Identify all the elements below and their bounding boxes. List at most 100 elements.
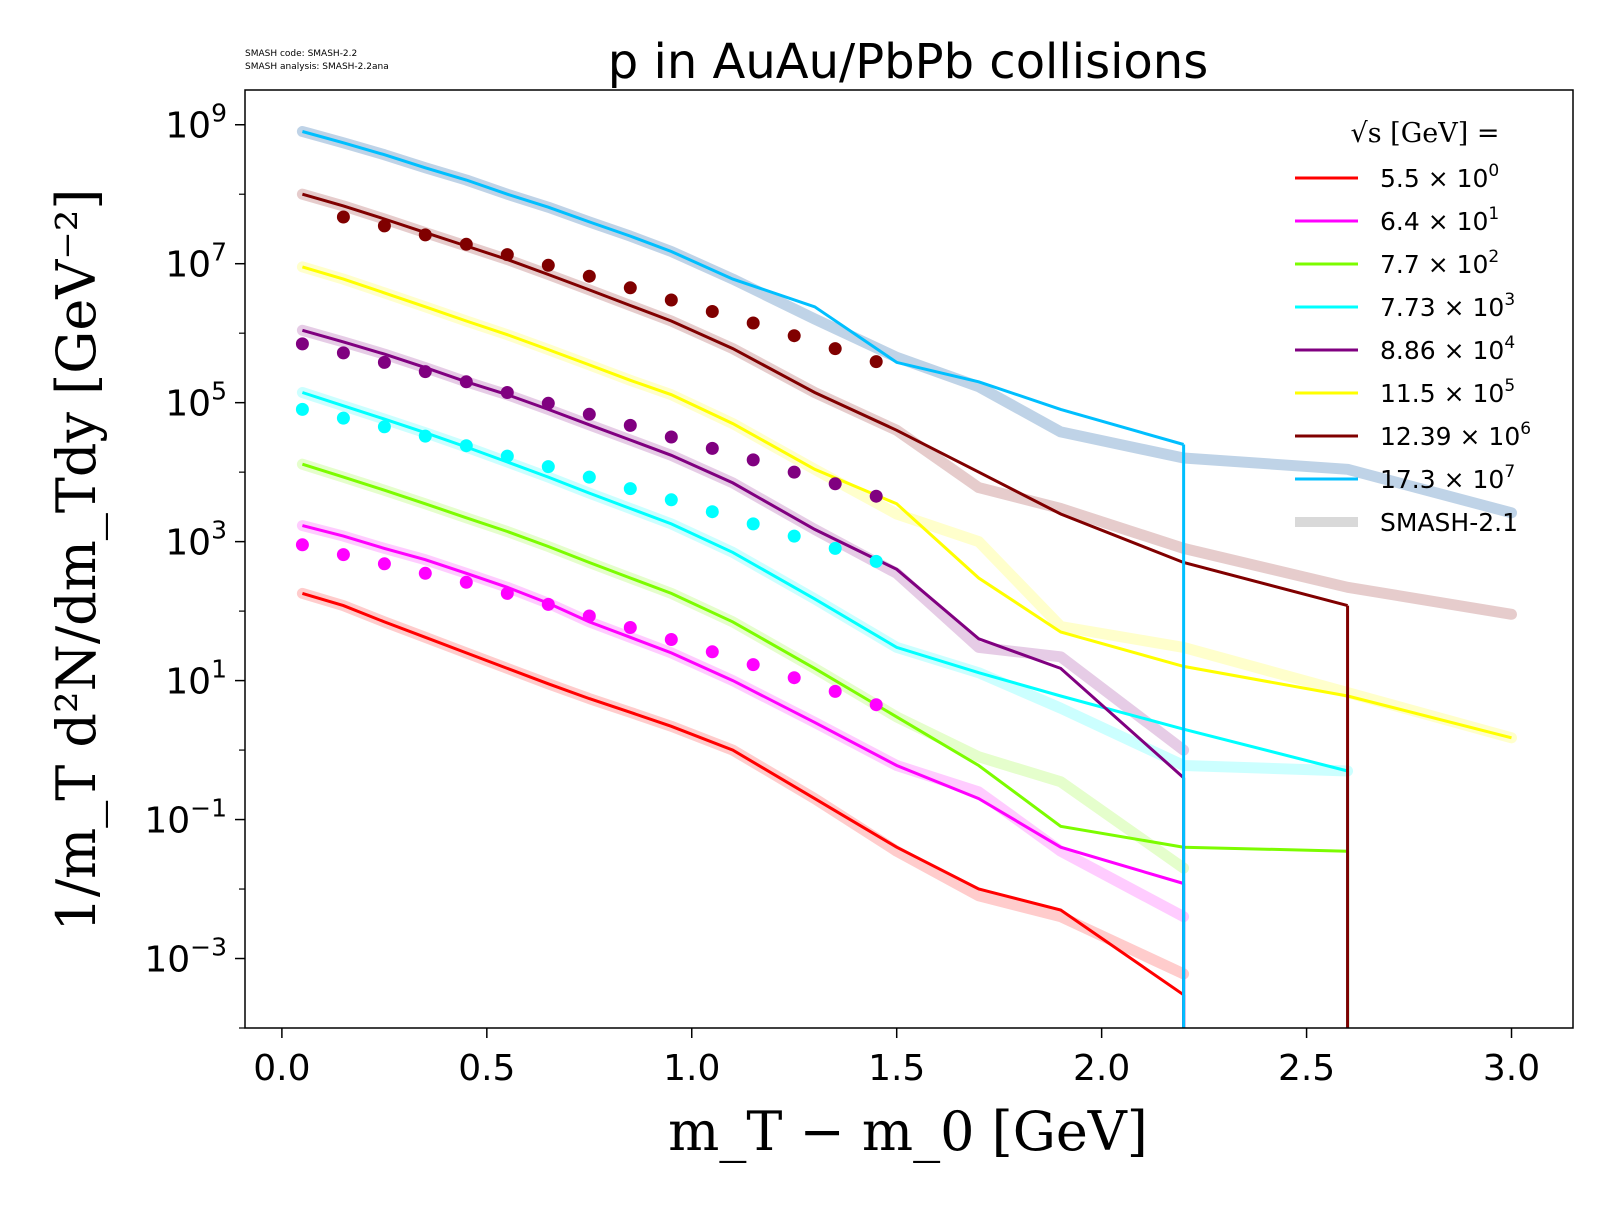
data-point-1-11 <box>746 658 760 672</box>
y-tick-label-1: 107 <box>165 238 227 286</box>
data-point-1-13 <box>828 684 842 698</box>
y-tick-label-5: 10−1 <box>144 794 227 842</box>
data-point-4-8 <box>623 418 637 432</box>
data-point-1-0 <box>295 538 309 552</box>
y-tick-label-0: 109 <box>165 99 227 147</box>
chart-title: p in AuAu/PbPb collisions <box>608 34 1208 90</box>
data-point-3-1 <box>336 411 350 425</box>
x-tick-label-5: 2.5 <box>1278 1048 1335 1089</box>
data-point-4-0 <box>295 337 309 351</box>
y-tick-label-2: 105 <box>165 377 227 425</box>
plot-area <box>295 126 1517 1028</box>
data-point-1-2 <box>377 557 391 571</box>
x-tick-label-6: 3.0 <box>1483 1048 1540 1089</box>
data-point-3-7 <box>582 470 596 484</box>
data-point-3-6 <box>541 460 555 474</box>
data-point-1-8 <box>623 621 637 634</box>
data-point-3-0 <box>295 402 309 416</box>
data-point-1-7 <box>582 609 596 623</box>
data-point-3-11 <box>746 517 760 531</box>
series-line-6 <box>301 192 1348 608</box>
data-point-4-6 <box>541 396 555 410</box>
reference-band-3 <box>296 387 1354 777</box>
y-axis-label: 1/m_T d²N/dm_Tdy [GeV⁻²] <box>45 188 108 931</box>
data-point-4-13 <box>828 477 842 491</box>
series-line-4 <box>301 328 1185 779</box>
axes: 0.0 0.5 1.0 1.5 2.0 2.5 3.0 109 107 105 103 101 10−1… <box>45 89 1574 1163</box>
data-point-3-14 <box>869 554 883 568</box>
data-point-6-4 <box>500 248 514 262</box>
data-point-3-4 <box>459 439 473 453</box>
data-point-3-8 <box>623 482 637 496</box>
data-point-1-4 <box>459 575 473 589</box>
data-point-1-10 <box>705 645 719 659</box>
series-line-0 <box>301 591 1185 997</box>
x-axis-label: m_T − m_0 [GeV] <box>668 1100 1148 1163</box>
data-point-3-2 <box>377 420 391 434</box>
series-line-2 <box>301 462 1348 853</box>
data-point-4-12 <box>787 465 801 479</box>
series-line-3 <box>301 391 1348 773</box>
data-point-3-12 <box>787 529 801 543</box>
data-point-3-5 <box>500 449 514 463</box>
data-point-1-14 <box>869 698 883 712</box>
data-point-6-10 <box>746 316 760 330</box>
data-point-1-12 <box>787 671 801 685</box>
x-tick-label-1: 0.5 <box>458 1048 515 1089</box>
data-point-6-5 <box>541 258 555 272</box>
data-point-1-6 <box>541 597 555 611</box>
data-point-3-3 <box>418 429 432 443</box>
data-point-4-3 <box>418 365 432 379</box>
data-point-4-2 <box>377 355 391 369</box>
y-tick-label-4: 101 <box>165 655 227 703</box>
legend-label-reference: SMASH-2.1 <box>1380 508 1518 537</box>
data-point-1-1 <box>336 548 350 562</box>
legend-label-0: 5.5 × 100 <box>1380 161 1499 193</box>
data-point-4-1 <box>336 346 350 360</box>
legend: √s [GeV] = 5.5 × 100 6.4 × 101 7.7 × 102 7.7… <box>1295 118 1531 537</box>
data-point-6-12 <box>828 342 842 356</box>
series-line-5 <box>301 265 1512 740</box>
data-point-1-5 <box>500 586 514 600</box>
data-point-6-13 <box>869 355 883 369</box>
legend-label-1: 6.4 × 101 <box>1380 204 1499 236</box>
legend-label-7: 17.3 × 107 <box>1380 462 1515 494</box>
x-tick-label-2: 1.0 <box>663 1048 720 1089</box>
series-line-1 <box>302 524 1185 885</box>
reference-band-6 <box>296 188 1517 620</box>
plot-frame <box>244 89 1574 1029</box>
legend-title: √s [GeV] = <box>1351 118 1500 149</box>
plot-clip-group <box>295 126 1517 1028</box>
data-point-6-3 <box>459 237 473 251</box>
legend-label-3: 7.73 × 103 <box>1380 290 1515 322</box>
legend-label-6: 12.39 × 106 <box>1380 419 1531 451</box>
data-point-1-3 <box>418 566 432 580</box>
legend-label-4: 8.86 × 104 <box>1380 333 1515 365</box>
data-point-3-10 <box>705 505 719 519</box>
data-point-4-11 <box>746 453 760 467</box>
reference-band-1 <box>296 520 1190 923</box>
legend-label-5: 11.5 × 105 <box>1380 376 1515 408</box>
data-point-6-8 <box>664 293 678 307</box>
x-tick-label-0: 0.0 <box>253 1048 310 1089</box>
data-point-6-7 <box>623 281 637 295</box>
reference-band-5 <box>296 261 1517 744</box>
data-point-6-9 <box>705 305 719 318</box>
watermark-line-1: SMASH code: SMASH-2.2 <box>245 49 357 59</box>
data-point-6-11 <box>787 329 801 343</box>
data-point-3-9 <box>664 493 678 507</box>
x-tick-label-3: 1.5 <box>868 1048 925 1089</box>
data-point-4-4 <box>459 375 473 389</box>
watermark-line-2: SMASH analysis: SMASH-2.2ana <box>245 62 389 72</box>
legend-label-2: 7.7 × 102 <box>1380 247 1499 279</box>
y-tick-label-6: 10−3 <box>144 933 227 981</box>
series-line-7 <box>302 130 1185 446</box>
data-point-1-9 <box>664 633 678 646</box>
data-point-4-10 <box>705 441 719 455</box>
data-point-6-1 <box>377 219 391 233</box>
y-tick-label-3: 103 <box>165 516 227 564</box>
data-point-4-14 <box>869 489 883 503</box>
data-point-6-6 <box>582 269 596 283</box>
data-point-6-0 <box>336 210 350 224</box>
